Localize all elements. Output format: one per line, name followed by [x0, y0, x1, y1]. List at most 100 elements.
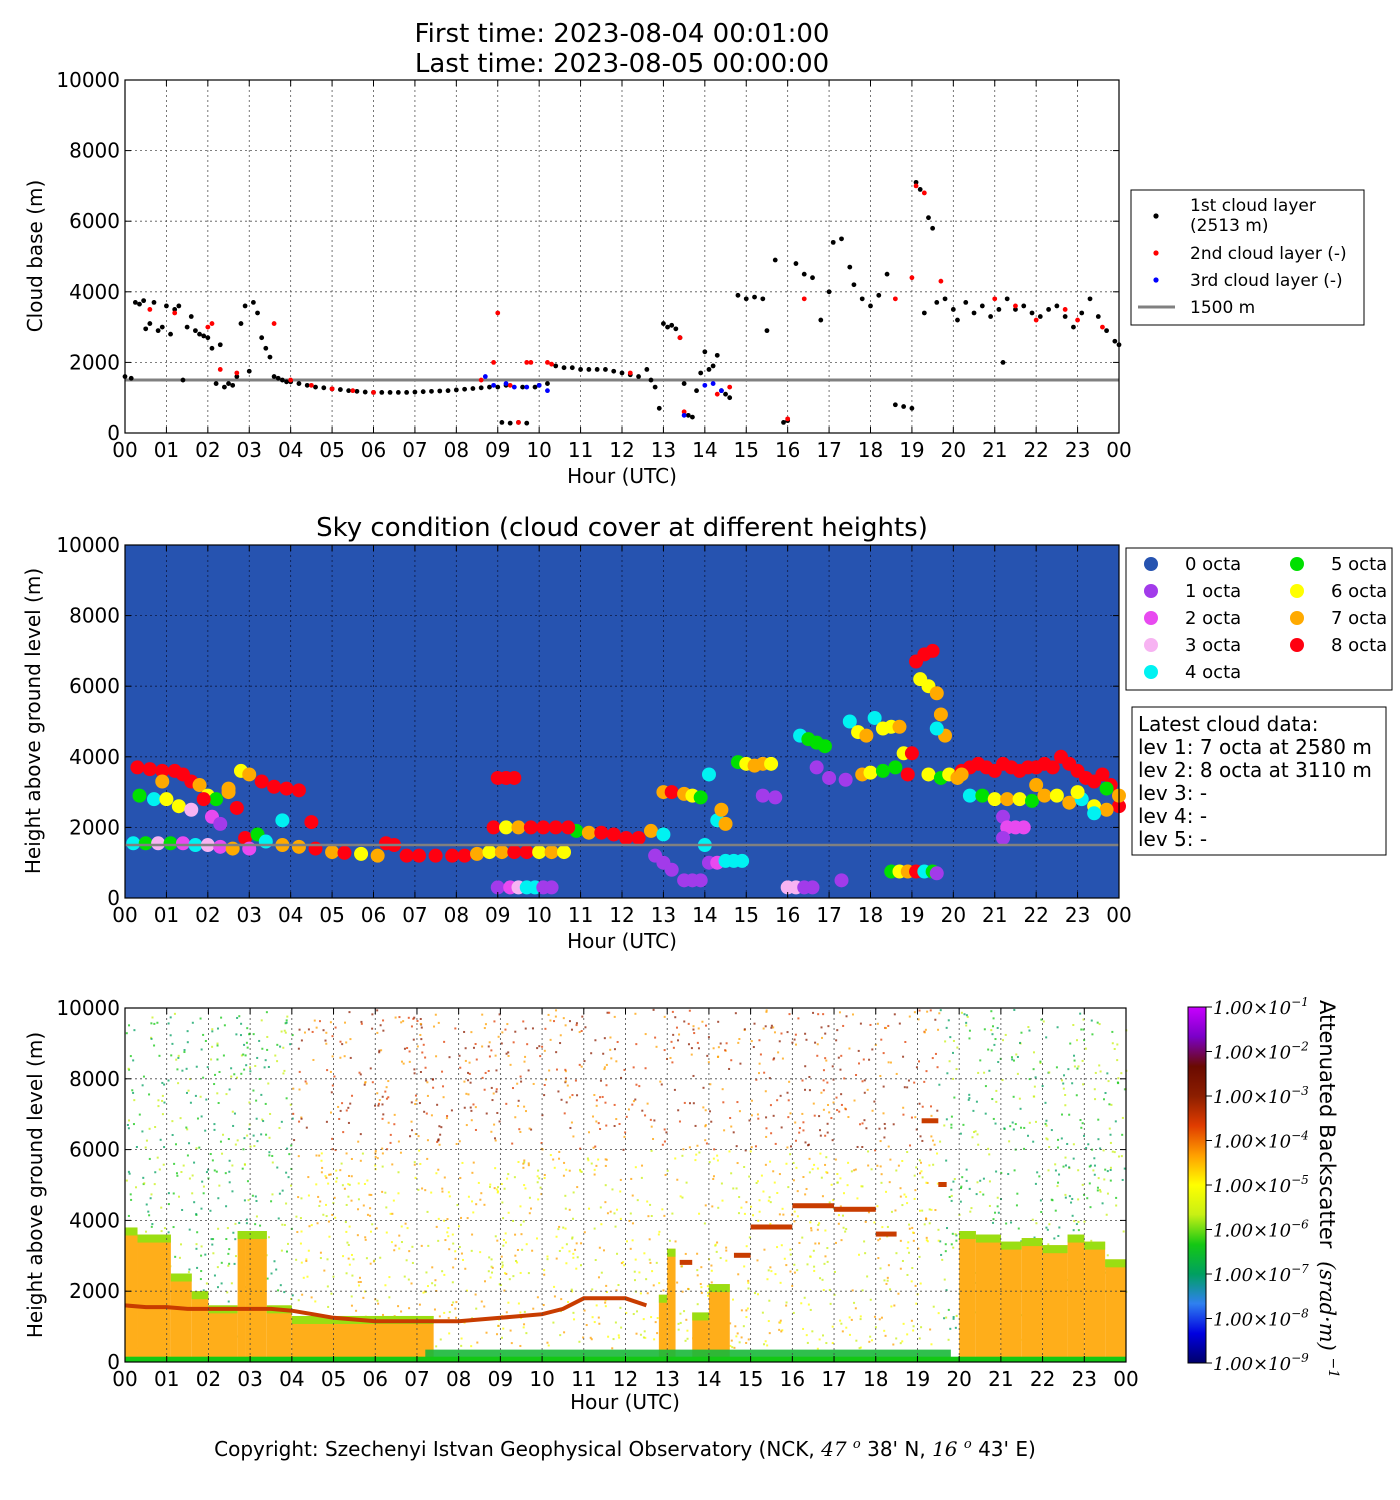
layer1-point: [193, 328, 198, 334]
x-tick-label: 15: [734, 903, 759, 927]
noise-pixel: [835, 1096, 838, 1099]
noise-pixel: [992, 1117, 995, 1120]
noise-pixel: [223, 1024, 226, 1027]
noise-pixel: [460, 1216, 463, 1219]
noise-pixel: [599, 1127, 602, 1130]
noise-pixel: [213, 1169, 216, 1172]
noise-pixel: [813, 1269, 816, 1272]
noise-pixel: [565, 1168, 568, 1171]
noise-pixel: [200, 1115, 203, 1118]
copyright-lat-degrees: 47: [820, 1437, 847, 1461]
octa-point: [606, 827, 621, 842]
noise-pixel: [680, 1265, 683, 1268]
noise-pixel: [615, 1289, 618, 1292]
noise-pixel: [512, 1275, 515, 1278]
noise-pixel: [919, 1172, 922, 1175]
noise-pixel: [204, 1253, 207, 1256]
noise-pixel: [133, 1029, 136, 1032]
noise-pixel: [314, 1300, 317, 1303]
noise-pixel: [489, 1276, 492, 1279]
noise-pixel: [802, 1129, 805, 1132]
noise-pixel: [514, 1254, 517, 1257]
noise-pixel: [410, 1282, 413, 1285]
x-tick-label: 19: [899, 903, 924, 927]
noise-pixel: [216, 1027, 219, 1030]
octa-point: [1099, 781, 1114, 796]
noise-pixel: [631, 1239, 634, 1242]
octa-legend-marker: [1290, 557, 1304, 571]
noise-pixel: [640, 1176, 643, 1179]
noise-pixel: [304, 1080, 307, 1083]
x-tick-label: 22: [1030, 1367, 1055, 1391]
copyright-lon-degrees: 16: [932, 1437, 958, 1461]
noise-pixel: [630, 1177, 633, 1180]
noise-pixel: [1063, 1074, 1066, 1077]
noise-pixel: [692, 1025, 695, 1028]
noise-pixel: [358, 1071, 361, 1074]
noise-pixel: [832, 1078, 835, 1081]
x-tick-label: 16: [775, 903, 800, 927]
noise-pixel: [366, 1179, 369, 1182]
noise-pixel: [578, 1031, 581, 1034]
layer1-point: [267, 354, 273, 360]
noise-pixel: [646, 1102, 649, 1105]
noise-pixel: [811, 1168, 814, 1171]
noise-pixel: [1101, 1202, 1104, 1205]
noise-pixel: [266, 1048, 269, 1051]
noise-pixel: [379, 1256, 382, 1259]
octa-point: [337, 845, 352, 860]
noise-pixel: [955, 1314, 958, 1317]
noise-pixel: [500, 1255, 503, 1258]
noise-pixel: [176, 1068, 179, 1071]
cloud-fill-edge: [658, 1294, 668, 1303]
octa-point: [987, 792, 1002, 807]
noise-pixel: [460, 1337, 463, 1340]
layer1-point: [462, 386, 468, 392]
octa-point: [511, 820, 526, 835]
backscatter-x-ticks: 00 01 02 03 04 05 06 07 08 09 10 11 12 13 14 15 16 17 18 19…: [112, 1008, 1139, 1391]
noise-pixel: [434, 1279, 437, 1282]
noise-pixel: [738, 1037, 741, 1040]
noise-pixel: [590, 1338, 593, 1341]
noise-pixel: [672, 1046, 675, 1049]
noise-pixel: [315, 1154, 318, 1157]
layer1-point: [619, 370, 625, 376]
noise-pixel: [789, 1248, 792, 1251]
noise-pixel: [747, 1279, 750, 1282]
noise-pixel: [747, 1287, 750, 1290]
noise-pixel: [671, 1212, 674, 1215]
noise-pixel: [952, 1180, 955, 1183]
layer1-point: [851, 282, 857, 288]
noise-pixel: [411, 1261, 414, 1264]
noise-pixel: [785, 1264, 788, 1267]
layer1-point: [188, 314, 194, 319]
noise-pixel: [339, 1169, 342, 1172]
noise-pixel: [806, 1341, 809, 1344]
noise-pixel: [635, 1083, 638, 1086]
noise-pixel: [758, 1039, 761, 1042]
noise-pixel: [434, 1013, 437, 1016]
noise-pixel: [490, 1130, 493, 1133]
noise-pixel: [769, 1201, 772, 1204]
noise-pixel: [1105, 1213, 1108, 1216]
octa-point: [1062, 795, 1077, 810]
noise-pixel: [345, 1272, 348, 1275]
noise-pixel: [950, 1115, 953, 1118]
noise-pixel: [180, 1243, 183, 1246]
noise-pixel: [973, 1131, 976, 1134]
noise-pixel: [821, 1036, 824, 1039]
noise-pixel: [992, 1221, 995, 1224]
noise-pixel: [513, 1176, 516, 1179]
noise-pixel: [437, 1138, 440, 1141]
noise-pixel: [127, 1127, 130, 1130]
octa-point: [308, 841, 323, 856]
colorbar-tick-label: 1.00×10−6: [1213, 1218, 1309, 1242]
noise-pixel: [1028, 1029, 1031, 1032]
noise-pixel: [752, 1046, 755, 1049]
layer2-point: [234, 370, 240, 376]
noise-pixel: [262, 1120, 265, 1123]
noise-pixel: [522, 1162, 525, 1165]
noise-pixel: [877, 1239, 880, 1242]
noise-pixel: [225, 1205, 228, 1208]
layer1-point: [143, 326, 149, 332]
